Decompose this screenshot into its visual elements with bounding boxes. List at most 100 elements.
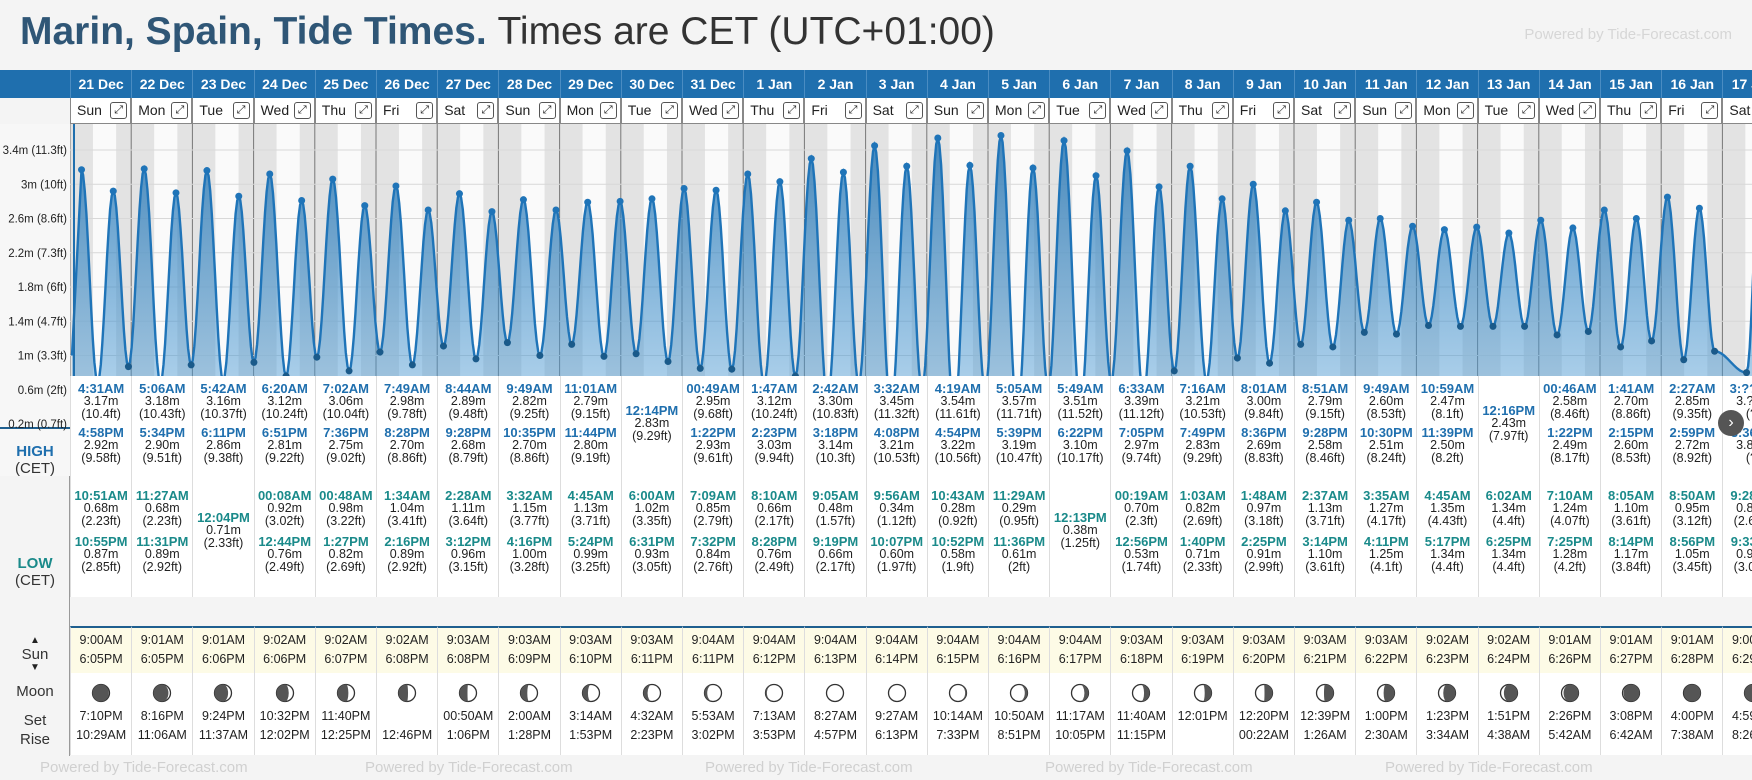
low-tide-point[interactable]	[1360, 328, 1368, 336]
expand-icon[interactable]: ⤢	[905, 102, 923, 119]
expand-icon[interactable]: ⤢	[966, 102, 984, 119]
low-tide-point[interactable]	[1521, 322, 1529, 330]
low-tide-point[interactable]	[1233, 354, 1241, 362]
expand-icon[interactable]: ⤢	[171, 102, 189, 119]
high-tide-point[interactable]	[584, 198, 592, 206]
expand-icon[interactable]: ⤢	[110, 102, 128, 119]
high-tide-point[interactable]	[1249, 180, 1257, 188]
expand-icon[interactable]: ⤢	[1334, 102, 1352, 119]
high-tide-point[interactable]	[616, 197, 624, 205]
high-tide-point[interactable]	[1663, 193, 1671, 201]
low-tide-point[interactable]	[1489, 322, 1497, 330]
expand-icon[interactable]: ⤢	[783, 102, 801, 119]
low-tide-point[interactable]	[187, 361, 195, 369]
high-tide-point[interactable]	[1313, 198, 1321, 206]
high-tide-point[interactable]	[871, 142, 879, 150]
high-tide-point[interactable]	[1600, 206, 1608, 214]
expand-icon[interactable]: ⤢	[844, 102, 862, 119]
high-tide-point[interactable]	[1473, 223, 1481, 231]
low-tide-point[interactable]	[1170, 367, 1178, 375]
high-tide-point[interactable]	[361, 202, 369, 210]
expand-icon[interactable]: ⤢	[538, 102, 556, 119]
high-tide-point[interactable]	[1695, 204, 1703, 212]
high-tide-point[interactable]	[903, 162, 911, 170]
high-tide-point[interactable]	[140, 165, 148, 173]
low-tide-point[interactable]	[472, 355, 480, 363]
low-tide-point[interactable]	[439, 342, 447, 350]
low-tide-point[interactable]	[1584, 328, 1592, 336]
low-tide-point[interactable]	[376, 348, 384, 356]
high-tide-point[interactable]	[966, 161, 974, 169]
high-tide-point[interactable]	[1409, 222, 1417, 230]
expand-icon[interactable]: ⤢	[1640, 102, 1658, 119]
high-tide-point[interactable]	[109, 187, 117, 195]
high-tide-point[interactable]	[424, 206, 432, 214]
high-tide-point[interactable]	[298, 197, 306, 205]
low-tide-point[interactable]	[1680, 356, 1688, 364]
expand-icon[interactable]: ⤢	[660, 102, 678, 119]
low-tide-point[interactable]	[313, 353, 321, 361]
low-tide-point[interactable]	[124, 363, 132, 371]
high-tide-point[interactable]	[1569, 224, 1577, 232]
expand-icon[interactable]: ⤢	[1517, 102, 1535, 119]
low-tide-point[interactable]	[696, 364, 704, 372]
low-tide-point[interactable]	[1329, 343, 1337, 351]
high-tide-point[interactable]	[744, 170, 752, 178]
expand-icon[interactable]: ⤢	[1701, 102, 1719, 119]
low-tide-point[interactable]	[1425, 322, 1433, 330]
high-tide-point[interactable]	[776, 178, 784, 186]
high-tide-point[interactable]	[203, 167, 211, 175]
expand-icon[interactable]: ⤢	[477, 102, 495, 119]
high-tide-point[interactable]	[329, 175, 337, 183]
low-tide-point[interactable]	[664, 357, 672, 365]
expand-icon[interactable]: ⤢	[1150, 102, 1168, 119]
expand-icon[interactable]: ⤢	[1578, 102, 1596, 119]
low-tide-point[interactable]	[1743, 369, 1751, 377]
low-tide-point[interactable]	[503, 339, 511, 347]
high-tide-point[interactable]	[552, 206, 560, 214]
low-tide-point[interactable]	[728, 365, 736, 373]
expand-icon[interactable]: ⤢	[293, 102, 311, 119]
high-tide-point[interactable]	[648, 195, 656, 203]
high-tide-point[interactable]	[78, 166, 86, 174]
high-tide-point[interactable]	[1029, 164, 1037, 172]
low-tide-point[interactable]	[408, 361, 416, 369]
high-tide-point[interactable]	[1345, 216, 1353, 224]
high-tide-point[interactable]	[1092, 172, 1100, 180]
expand-icon[interactable]: ⤢	[1211, 102, 1229, 119]
low-tide-point[interactable]	[345, 367, 353, 375]
high-tide-point[interactable]	[1376, 215, 1384, 222]
high-tide-point[interactable]	[1505, 229, 1513, 237]
low-tide-point[interactable]	[1553, 331, 1561, 339]
low-tide-point[interactable]	[1392, 330, 1400, 338]
low-tide-point[interactable]	[1711, 347, 1719, 355]
high-tide-point[interactable]	[1123, 147, 1131, 155]
high-tide-point[interactable]	[997, 131, 1005, 139]
low-tide-point[interactable]	[250, 358, 258, 366]
expand-icon[interactable]: ⤢	[354, 102, 372, 119]
expand-icon[interactable]: ⤢	[1089, 102, 1107, 119]
expand-icon[interactable]: ⤢	[1028, 102, 1046, 119]
high-tide-point[interactable]	[266, 170, 274, 178]
low-tide-point[interactable]	[1648, 337, 1656, 345]
high-tide-point[interactable]	[680, 185, 688, 193]
low-tide-point[interactable]	[568, 340, 576, 348]
high-tide-point[interactable]	[455, 190, 463, 198]
scroll-next-button[interactable]: ›	[1718, 410, 1744, 436]
expand-icon[interactable]: ⤢	[599, 102, 617, 119]
low-tide-point[interactable]	[1456, 322, 1464, 330]
high-tide-point[interactable]	[839, 168, 847, 176]
high-tide-point[interactable]	[1060, 137, 1068, 145]
expand-icon[interactable]: ⤢	[1456, 102, 1474, 119]
high-tide-point[interactable]	[712, 186, 720, 194]
expand-icon[interactable]: ⤢	[232, 102, 250, 119]
expand-icon[interactable]: ⤢	[416, 102, 434, 119]
high-tide-point[interactable]	[172, 189, 180, 197]
high-tide-point[interactable]	[807, 155, 815, 163]
low-tide-point[interactable]	[536, 352, 544, 359]
high-tide-point[interactable]	[519, 196, 527, 204]
expand-icon[interactable]: ⤢	[1395, 102, 1413, 119]
low-tide-point[interactable]	[1297, 340, 1305, 348]
high-tide-point[interactable]	[1281, 207, 1289, 215]
high-tide-point[interactable]	[934, 134, 942, 142]
